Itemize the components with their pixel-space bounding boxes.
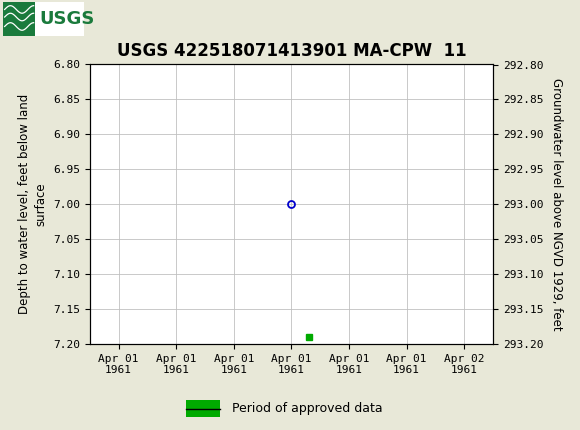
Text: Period of approved data: Period of approved data [232, 402, 383, 415]
Text: USGS: USGS [39, 10, 95, 28]
Title: USGS 422518071413901 MA-CPW  11: USGS 422518071413901 MA-CPW 11 [117, 42, 466, 60]
FancyBboxPatch shape [3, 2, 84, 36]
Y-axis label: Depth to water level, feet below land
surface: Depth to water level, feet below land su… [17, 94, 48, 314]
Y-axis label: Groundwater level above NGVD 1929, feet: Groundwater level above NGVD 1929, feet [550, 78, 563, 331]
FancyBboxPatch shape [186, 400, 220, 417]
FancyBboxPatch shape [3, 2, 35, 36]
